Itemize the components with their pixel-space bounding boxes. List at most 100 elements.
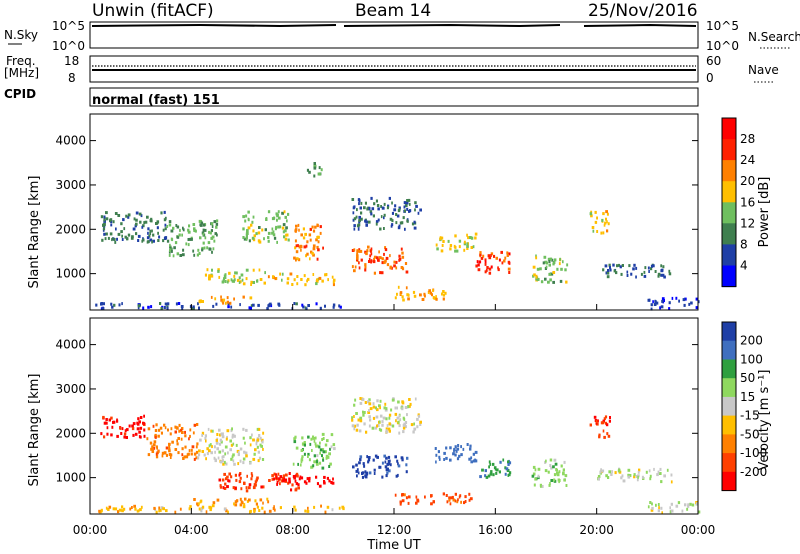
heatmap-cell [598,433,601,437]
heatmap-cell [397,473,399,477]
beam-title: Beam 14 [355,1,431,21]
heatmap-cell [660,305,664,309]
heatmap-cell [406,456,409,460]
heatmap-cell [364,265,367,269]
heatmap-cell [225,462,228,466]
heatmap-cell [103,232,106,236]
heatmap-cell [366,249,369,253]
heatmap-cell [239,476,242,480]
heatmap-cell [611,470,613,474]
heatmap-cell [452,452,455,456]
heatmap-cell [193,457,196,461]
heatmap-cell [100,302,103,305]
heatmap-cell [378,256,382,260]
heatmap-cell [325,454,329,458]
heatmap-cell [284,229,287,233]
heatmap-cell [320,168,323,172]
heatmap-cell [633,475,636,479]
heatmap-cell [304,283,307,287]
heatmap-cell [225,437,228,441]
noise-panel [89,21,699,49]
colorbar-frame [721,117,737,288]
y-tick-label: 4000 [55,134,86,148]
heatmap-cell [364,401,367,404]
heatmap-cell [150,447,153,451]
heatmap-cell [196,442,199,446]
heatmap-cell [134,507,137,511]
heatmap-cell [215,441,219,445]
heatmap-cell [285,233,287,237]
heatmap-cell [550,272,554,276]
heatmap-cell [608,419,611,423]
heatmap-cell [227,305,230,309]
heatmap-cell [197,248,200,252]
heatmap-cell [170,237,173,241]
heatmap-cell [332,443,336,447]
heatmap-cell [606,212,609,216]
heatmap-cell [620,272,623,276]
heatmap-cell [131,506,133,509]
heatmap-cell [257,303,260,307]
heatmap-cell [160,431,163,435]
heatmap-cell [110,223,113,227]
heatmap-cell [120,230,123,234]
heatmap-cell [315,444,318,448]
heatmap-cell [164,426,167,430]
heatmap-cell [257,450,260,454]
heatmap-cell [457,498,459,502]
heatmap-cell [301,303,304,307]
heatmap-cell [540,484,543,488]
heatmap-cell [139,426,143,430]
heatmap-cell [316,245,319,249]
heatmap-cell [487,474,491,478]
heatmap-cell [370,249,372,253]
x-tick-label: 16:00 [478,523,513,537]
heatmap-cell [649,474,652,478]
heatmap-cell [227,451,229,455]
heatmap-cell [286,233,289,237]
heatmap-cell [661,511,663,515]
heatmap-cell [197,453,201,457]
heatmap-cell [127,233,131,237]
heatmap-cell [368,258,371,261]
heatmap-cell [176,252,180,256]
heatmap-cell [383,454,386,458]
heatmap-cell [650,264,653,268]
heatmap-cell [259,278,263,281]
heatmap-cell [407,198,411,202]
heatmap-cell [547,470,550,474]
heatmap-cell [395,221,398,225]
heatmap-cell [552,280,555,284]
heatmap-cell [222,462,225,466]
heatmap-cell [383,260,386,264]
heatmap-cell [194,229,197,233]
heatmap-cell [390,408,393,412]
heatmap-cell [600,468,602,472]
heatmap-cell [239,459,242,463]
heatmap-cell [475,264,478,268]
colorbar-segment [722,396,736,417]
heatmap-cell [250,283,252,286]
heatmap-cell [231,455,234,459]
heatmap-cell [353,205,356,209]
heatmap-cell [365,223,368,227]
heatmap-cell [141,225,144,229]
heatmap-cell [313,174,316,178]
heatmap-cell [268,479,271,482]
x-axis: 00:00 04:00 08:00 12:00 16:00 20:00 00:00 [73,304,715,537]
heatmap-cell [388,429,391,433]
heatmap-cell [408,404,411,408]
heatmap-cell [185,455,189,459]
heatmap-cell [432,500,435,504]
heatmap-cell [388,459,391,463]
heatmap-cell [102,415,105,419]
heatmap-cell [281,477,284,480]
heatmap-cell [309,476,311,480]
heatmap-cell [127,215,130,219]
heatmap-cell [556,267,559,271]
heatmap-cell [635,266,638,270]
heatmap-cell [443,458,446,461]
heatmap-cell [652,300,654,304]
heatmap-cell [134,432,138,436]
